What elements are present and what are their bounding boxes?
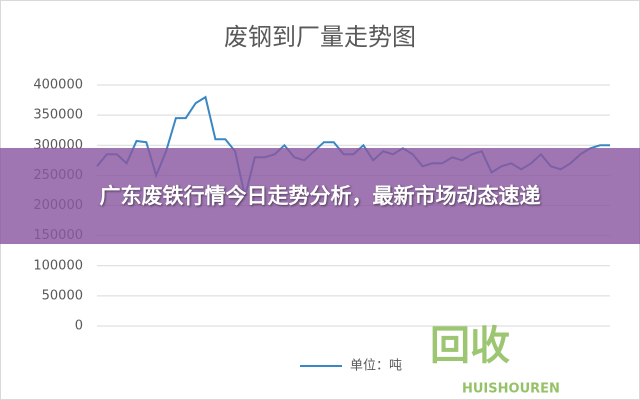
y-tick-label: 50000 bbox=[42, 288, 83, 303]
y-tick-label: 400000 bbox=[33, 78, 83, 93]
y-tick-label: 0 bbox=[75, 319, 83, 334]
chart-title: 废钢到厂量走势图 bbox=[224, 23, 416, 51]
banner-title: 广东废铁行情今日走势分析，最新市场动态速递 bbox=[99, 184, 541, 208]
watermark-brand: HUISHOUREN bbox=[462, 382, 560, 397]
watermark-logo: 回收 bbox=[430, 323, 510, 369]
y-tick-label: 350000 bbox=[33, 108, 83, 123]
banner: 广东废铁行情今日走势分析，最新市场动态速递 bbox=[0, 148, 640, 244]
y-tick-label: 100000 bbox=[33, 258, 83, 273]
legend-label: 单位：吨 bbox=[350, 359, 402, 374]
